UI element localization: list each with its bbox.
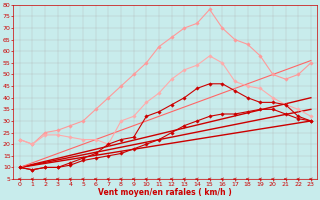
X-axis label: Vent moyen/en rafales ( km/h ): Vent moyen/en rafales ( km/h ) — [99, 188, 232, 197]
